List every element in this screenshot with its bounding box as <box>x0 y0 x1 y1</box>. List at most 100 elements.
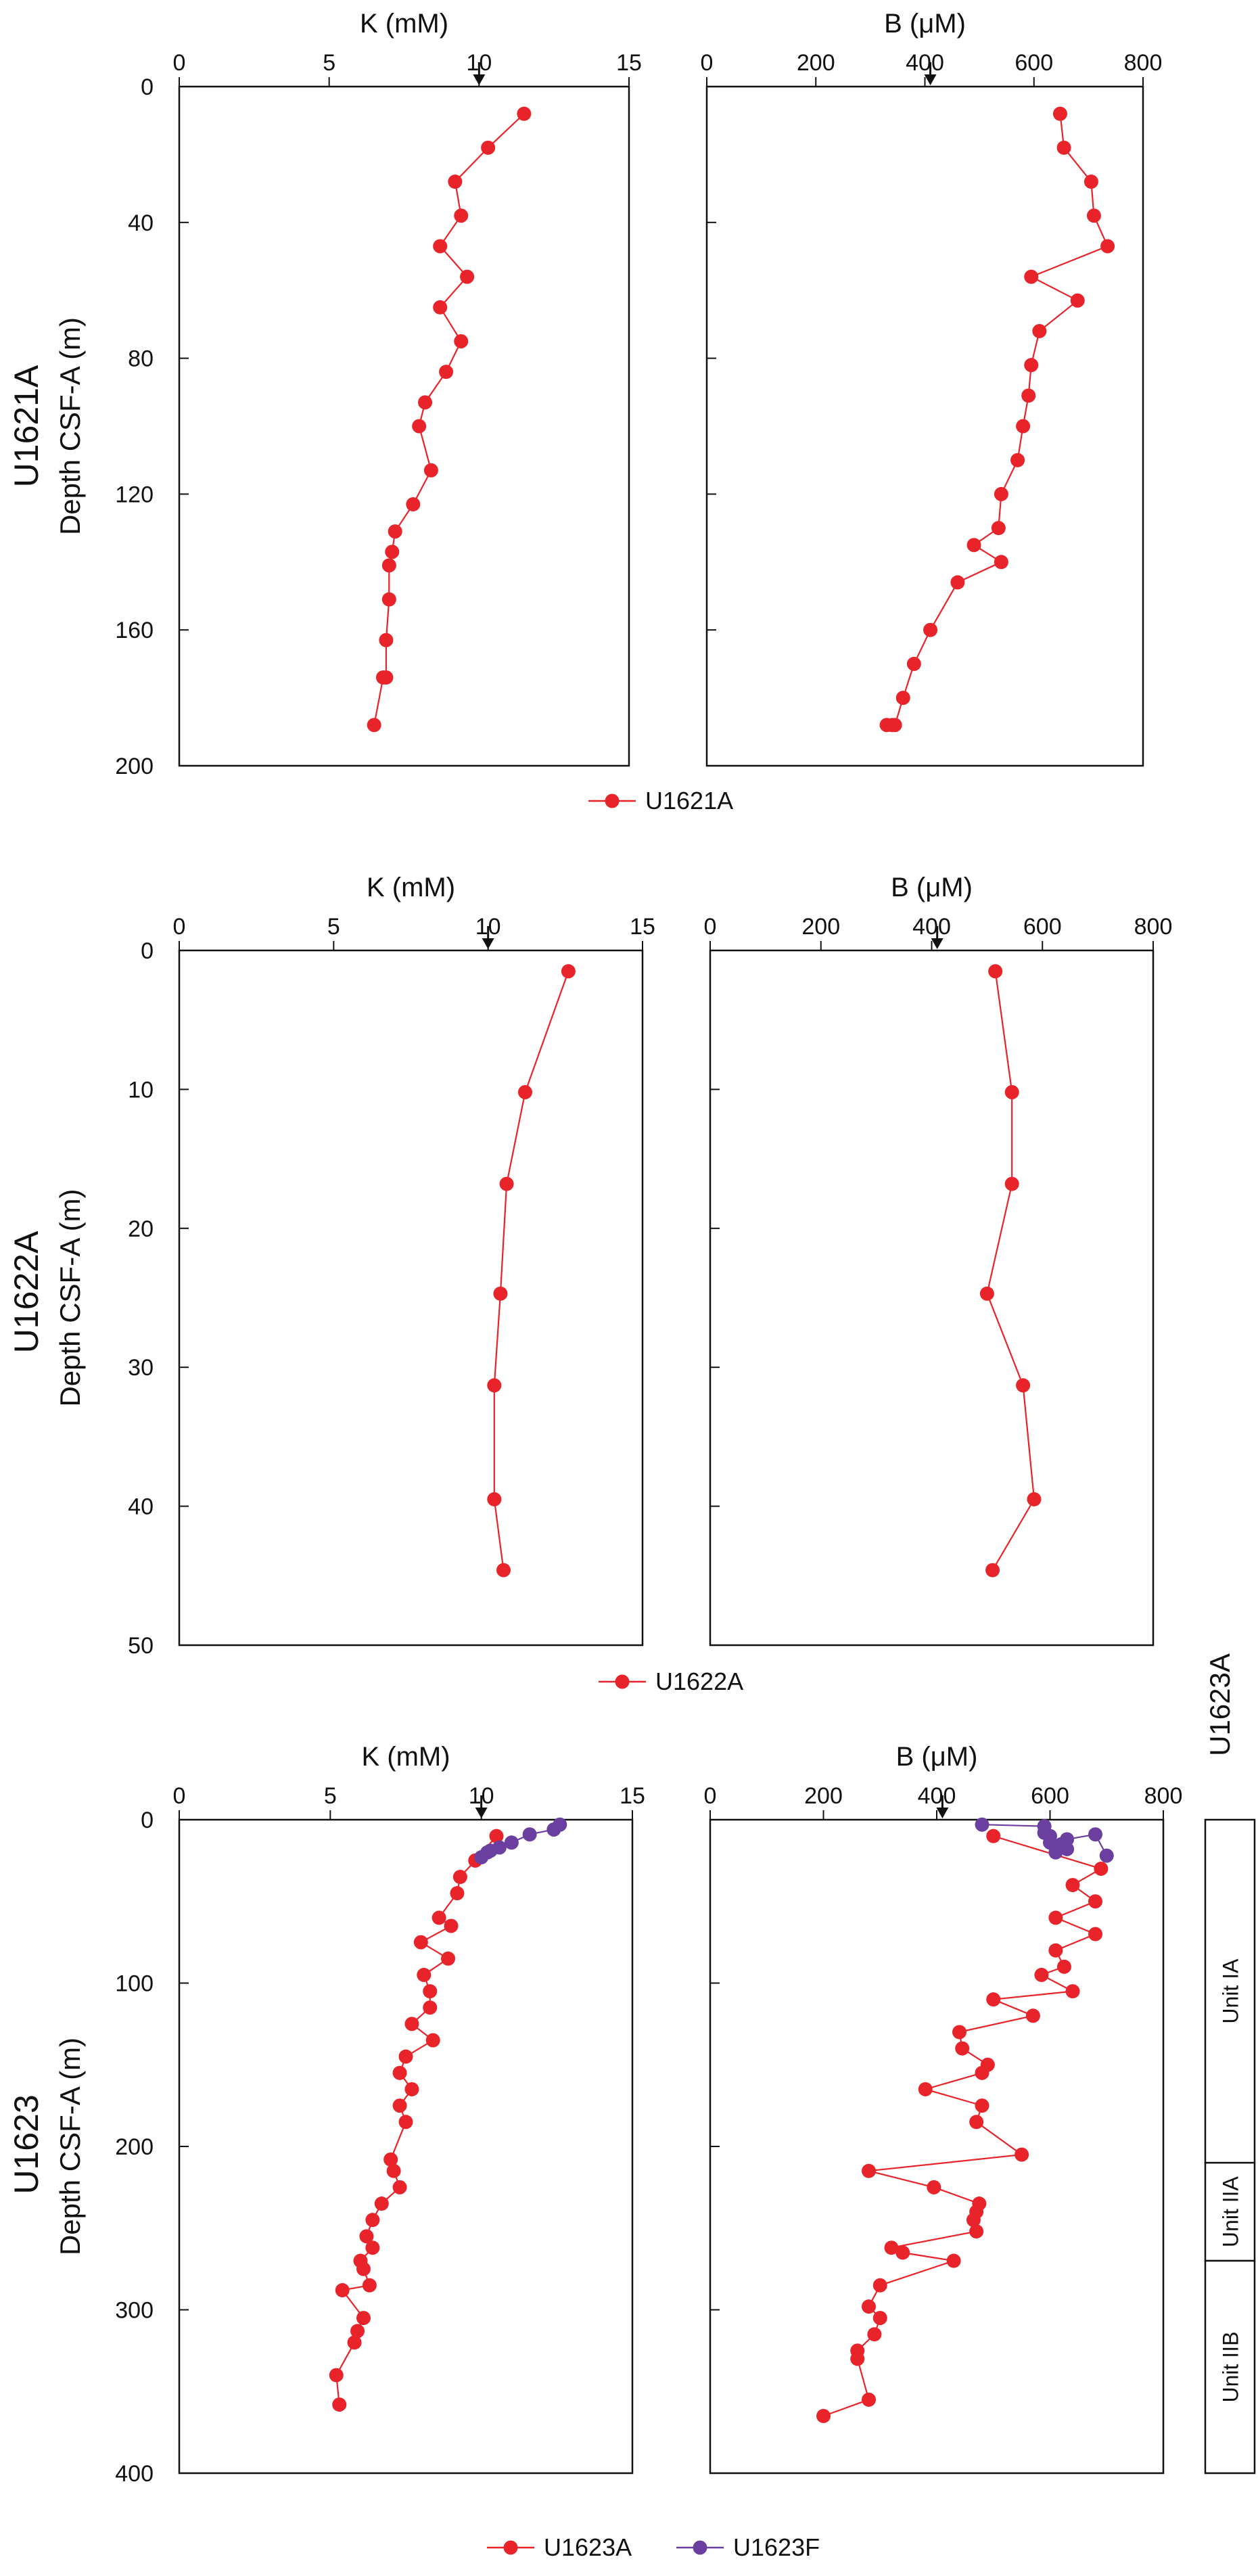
legend-label: U1623A <box>544 2533 632 2561</box>
data-point-u1623a <box>423 1984 438 1999</box>
data-point-u1621a <box>379 632 394 647</box>
data-point-u1623a <box>383 2152 398 2167</box>
data-point-u1621a <box>1056 140 1071 155</box>
y-tick-label: 0 <box>141 938 154 964</box>
data-point-u1623a <box>872 2311 887 2326</box>
panel-u1623-b: 0 200 400 600 800 B (μM) <box>704 1742 1182 2475</box>
y-tick-label: 160 <box>115 618 154 643</box>
data-point-u1623a <box>1088 1894 1102 1909</box>
legend-label: U1622A <box>655 1668 743 1695</box>
seawater-arrow-head <box>924 74 937 85</box>
x-tick-label: 0 <box>704 914 717 940</box>
y-tick-label: 40 <box>128 1494 154 1520</box>
panel-u1621a-b: 0 200 400 600 800 B (μM) <box>701 9 1163 767</box>
legend-u1623: U1623A U1623F <box>487 2533 820 2561</box>
y-tick-label: 0 <box>141 1808 154 1833</box>
data-point-u1621a <box>1024 358 1039 373</box>
seawater-arrow-head <box>473 74 486 85</box>
y-tick-label: 120 <box>115 482 154 507</box>
legend-u1621a: U1621A <box>588 787 733 814</box>
data-point-u1621a <box>367 718 381 733</box>
data-point-u1623a <box>332 2397 347 2412</box>
data-point-u1621a <box>1100 239 1115 254</box>
data-point-u1621a <box>412 419 427 434</box>
data-point-u1623a <box>441 1951 456 1966</box>
data-point-u1623a <box>398 2049 413 2064</box>
data-point-u1623a <box>867 2327 882 2342</box>
legend-label: U1621A <box>645 787 733 814</box>
site-label: U1621A <box>7 365 45 487</box>
data-point-u1623f <box>546 1822 561 1837</box>
data-point-u1622a <box>487 1378 502 1393</box>
x-tick-label: 200 <box>804 1783 843 1809</box>
data-point-u1623a <box>1056 1959 1071 1974</box>
x-axis-title: B (μM) <box>891 873 973 902</box>
lithology-unit <box>1204 2259 1256 2475</box>
data-point-u1623a <box>347 2335 362 2350</box>
lithology-unit <box>1204 2161 1256 2262</box>
series-line-u1622a <box>493 971 569 1571</box>
y-tick-label: 80 <box>128 346 154 372</box>
y-tick-label: 20 <box>128 1216 154 1242</box>
data-point-u1622a <box>988 964 1003 979</box>
x-tick-label: 5 <box>327 914 340 940</box>
plot-frame <box>709 949 1155 1647</box>
data-point-u1623a <box>969 2115 984 2130</box>
data-point-u1623a <box>365 2213 380 2228</box>
data-point-u1623a <box>452 1870 467 1885</box>
data-point-u1621a <box>433 300 448 315</box>
data-point-u1623a <box>952 2025 966 2040</box>
data-point-u1621a <box>1084 175 1098 189</box>
data-point-u1623a <box>966 2213 981 2228</box>
data-point-u1621a <box>950 575 965 590</box>
data-point-u1621a <box>381 558 396 573</box>
data-point-u1622a <box>1004 1085 1019 1100</box>
data-point-u1621a <box>1024 269 1039 284</box>
data-point-u1623a <box>872 2278 887 2293</box>
data-point-u1622a <box>979 1286 994 1301</box>
x-tick-label: 400 <box>906 50 944 76</box>
x-tick-label: 15 <box>616 50 642 76</box>
plot-frame <box>705 85 1144 767</box>
data-point-u1621a <box>1032 323 1047 338</box>
data-point-u1622a <box>487 1492 502 1506</box>
data-point-u1623a <box>975 2098 989 2113</box>
data-point-u1623a <box>404 2082 419 2096</box>
x-tick-label: 0 <box>173 1783 186 1809</box>
data-point-u1623a <box>356 2261 371 2276</box>
data-point-u1623a <box>350 2324 365 2339</box>
x-tick-label: 800 <box>1124 50 1163 76</box>
data-point-u1623a <box>432 1910 446 1925</box>
x-axis-title: K (mM) <box>361 1742 450 1772</box>
data-point-u1623a <box>862 2163 876 2178</box>
data-point-u1623f <box>1088 1827 1102 1842</box>
data-point-u1621a <box>454 208 469 223</box>
y-tick-label: 200 <box>115 2134 154 2160</box>
data-point-u1623a <box>946 2253 961 2268</box>
x-tick-label: 15 <box>630 914 655 940</box>
data-point-u1622a <box>1027 1492 1042 1506</box>
y-axis-title: Depth CSF-A (m) <box>54 317 86 535</box>
data-point-u1623a <box>895 2245 910 2260</box>
data-point-u1621a <box>418 395 433 410</box>
plot-frame <box>178 85 630 767</box>
x-tick-label: 400 <box>918 1783 956 1809</box>
seawater-arrow-head <box>936 1808 949 1818</box>
data-point-u1621a <box>454 334 469 348</box>
data-point-u1621a <box>1021 388 1036 403</box>
data-point-u1623a <box>1048 1910 1063 1925</box>
data-point-u1621a <box>406 497 421 511</box>
x-axis-title: B (μM) <box>884 9 966 39</box>
y-tick-label: 10 <box>128 1077 154 1103</box>
data-point-u1623a <box>1015 2147 1029 2162</box>
data-point-u1621a <box>433 239 448 254</box>
data-point-u1621a <box>448 175 463 189</box>
lithology-unit-label: Unit IA <box>1219 1958 1243 2024</box>
data-point-u1621a <box>895 691 910 706</box>
data-point-u1623a <box>1048 1943 1063 1958</box>
y-tick-label: 30 <box>128 1355 154 1381</box>
x-tick-label: 600 <box>1031 1783 1069 1809</box>
lithology-title: U1623A <box>1204 1653 1236 1756</box>
x-axis-title: K (mM) <box>367 873 455 902</box>
